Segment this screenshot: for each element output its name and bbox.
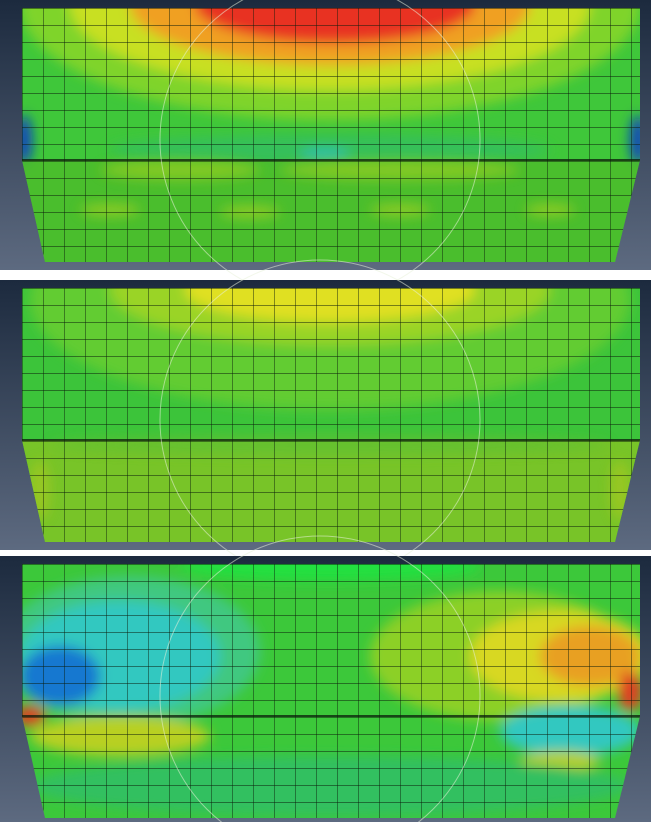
panel bbox=[0, 0, 651, 300]
body bbox=[0, 0, 651, 270]
page: (() => { const data = JSON.parse(documen… bbox=[0, 0, 651, 822]
contour-plots bbox=[0, 0, 651, 822]
body bbox=[0, 551, 651, 822]
panel bbox=[0, 536, 651, 822]
